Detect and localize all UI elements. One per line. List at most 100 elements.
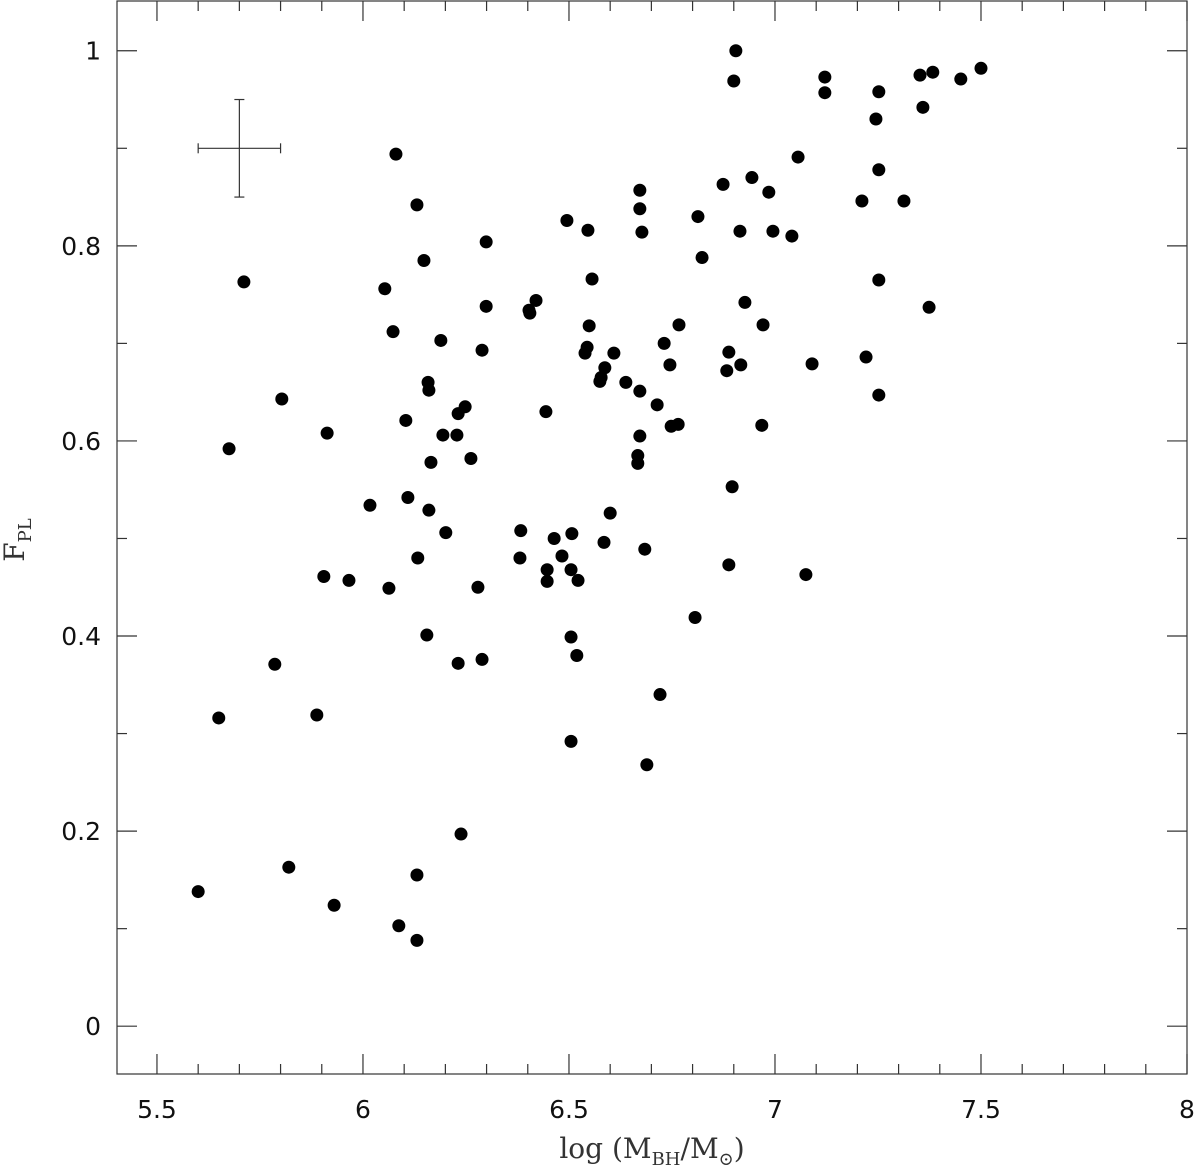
point xyxy=(458,400,472,414)
point xyxy=(540,563,554,577)
point xyxy=(212,711,226,725)
point xyxy=(585,272,599,286)
point xyxy=(633,429,647,443)
point xyxy=(327,898,341,912)
point xyxy=(422,383,436,397)
point xyxy=(320,426,334,440)
point xyxy=(434,333,448,347)
point xyxy=(633,384,647,398)
point xyxy=(762,185,776,199)
point xyxy=(451,656,465,670)
point xyxy=(745,171,759,185)
point xyxy=(479,235,493,249)
point xyxy=(633,202,647,216)
point xyxy=(564,630,578,644)
point xyxy=(872,388,886,402)
point xyxy=(471,580,485,594)
point xyxy=(597,535,611,549)
point xyxy=(539,405,553,419)
label-text: /M xyxy=(681,1132,719,1165)
label-text: log (M xyxy=(559,1132,651,1165)
point xyxy=(282,860,296,874)
point xyxy=(410,198,424,212)
point xyxy=(392,919,406,933)
point xyxy=(564,563,578,577)
y-tick-label: 0.4 xyxy=(61,622,101,651)
point xyxy=(222,442,236,456)
point xyxy=(317,570,331,584)
point xyxy=(756,318,770,332)
y-axis-label: FPL xyxy=(0,518,36,562)
point xyxy=(722,345,736,359)
point xyxy=(872,273,886,287)
plot-frame xyxy=(116,0,1188,1075)
point xyxy=(382,581,396,595)
point xyxy=(818,70,832,84)
x-tick-label: 5.5 xyxy=(137,1095,177,1124)
point xyxy=(785,229,799,243)
point xyxy=(560,213,574,227)
point xyxy=(859,350,873,364)
label-subscript: BH xyxy=(652,1149,681,1170)
y-tick-label: 0.8 xyxy=(61,232,101,261)
point xyxy=(411,551,425,565)
x-tick-label: 6.5 xyxy=(549,1095,589,1124)
point xyxy=(570,649,584,663)
point xyxy=(598,361,612,375)
point xyxy=(635,225,649,239)
point xyxy=(422,503,436,517)
x-axis-label: log (MBH/M⊙) xyxy=(559,1132,744,1170)
point xyxy=(633,183,647,197)
point xyxy=(439,526,453,540)
point xyxy=(755,418,769,432)
y-tick-label: 1 xyxy=(85,37,101,66)
point xyxy=(420,628,434,642)
point xyxy=(725,480,739,494)
point xyxy=(818,86,832,100)
point xyxy=(275,392,289,406)
point xyxy=(603,506,617,520)
point xyxy=(653,688,667,702)
point xyxy=(237,275,251,289)
point xyxy=(479,299,493,313)
point xyxy=(389,147,403,161)
point xyxy=(450,428,464,442)
point xyxy=(657,336,671,350)
point xyxy=(619,375,633,389)
point xyxy=(872,85,886,99)
point xyxy=(691,210,705,224)
point xyxy=(716,177,730,191)
point xyxy=(424,455,438,469)
point xyxy=(191,885,205,899)
point xyxy=(399,413,413,427)
point xyxy=(766,224,780,238)
point xyxy=(571,573,585,587)
point xyxy=(555,549,569,563)
point xyxy=(475,652,489,666)
point xyxy=(926,65,940,79)
x-tick-label: 7 xyxy=(767,1095,783,1124)
point xyxy=(475,343,489,357)
point xyxy=(436,428,450,442)
point xyxy=(363,498,377,512)
point xyxy=(513,551,527,565)
point xyxy=(974,61,988,75)
point xyxy=(464,451,478,465)
point xyxy=(410,868,424,882)
point xyxy=(672,318,686,332)
x-tick-label: 6 xyxy=(355,1095,371,1124)
point xyxy=(729,44,743,58)
point xyxy=(540,574,554,588)
point xyxy=(734,358,748,372)
point xyxy=(378,282,392,296)
label-subscript: ⊙ xyxy=(719,1149,734,1170)
point xyxy=(529,293,543,307)
point xyxy=(580,340,594,354)
point xyxy=(638,542,652,556)
point xyxy=(922,300,936,314)
point xyxy=(401,491,415,505)
point xyxy=(417,253,431,267)
point xyxy=(454,827,468,841)
y-tick-label: 0.2 xyxy=(61,817,101,846)
